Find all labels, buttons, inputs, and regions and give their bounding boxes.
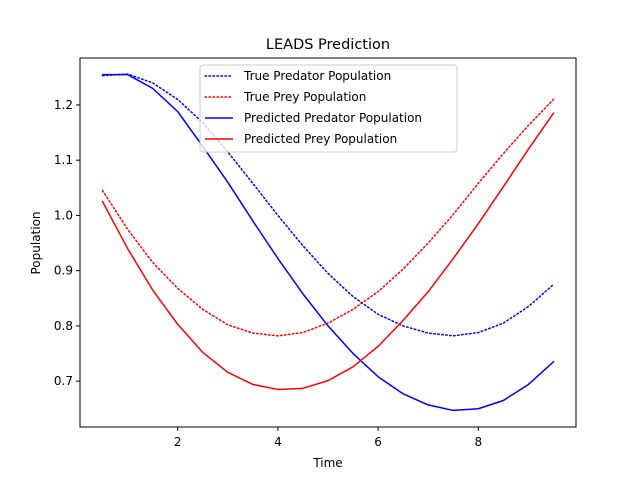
y-tick-label: 0.8 bbox=[54, 319, 73, 333]
y-tick-label: 0.9 bbox=[54, 264, 73, 278]
legend-label: Predicted Prey Population bbox=[244, 132, 397, 146]
x-tick-label: 4 bbox=[274, 435, 282, 449]
x-axis: 2 4 6 8 bbox=[174, 427, 482, 449]
legend-box bbox=[199, 64, 458, 153]
y-axis: 0.7 0.8 0.9 1.0 1.1 1.2 bbox=[54, 98, 80, 388]
y-tick-label: 1.1 bbox=[54, 153, 73, 167]
series-points-4 bbox=[102, 113, 554, 390]
legend-label: True Prey Population bbox=[243, 90, 366, 104]
x-tick-label: 6 bbox=[374, 435, 382, 449]
series-points-2 bbox=[102, 99, 554, 336]
chart-title: LEADS Prediction bbox=[266, 37, 390, 53]
y-tick-label: 0.7 bbox=[54, 374, 73, 388]
legend-label: Predicted Predator Population bbox=[244, 111, 422, 125]
y-tick-label: 1.2 bbox=[54, 98, 73, 112]
plot-frame bbox=[79, 57, 577, 428]
y-tick-label: 1.0 bbox=[54, 208, 73, 222]
legend: True Predator Population True Prey Popula… bbox=[199, 64, 458, 153]
legend-label: True Predator Population bbox=[243, 69, 391, 83]
series-layer bbox=[101, 73, 555, 412]
y-axis-title: Population bbox=[29, 211, 43, 274]
x-tick-label: 8 bbox=[474, 435, 482, 449]
x-axis-title: Time bbox=[312, 456, 342, 470]
x-tick-label: 2 bbox=[174, 435, 182, 449]
